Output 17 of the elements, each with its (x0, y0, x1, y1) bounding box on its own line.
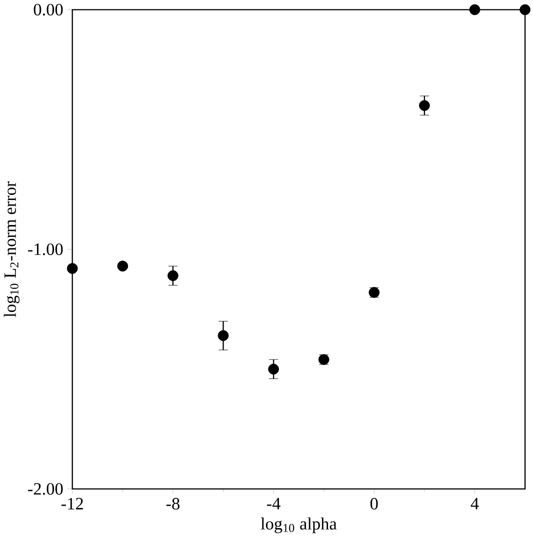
point (167, 270, 178, 282)
point (469, 4, 480, 16)
x-tick-label: 4 (470, 498, 479, 510)
point (418, 100, 430, 111)
x-tick-label: -4 (266, 498, 280, 510)
y-tick-label: -2.00 (28, 483, 62, 495)
x-axis-title: log$_{10}$ alpha (260, 517, 336, 534)
y-tick-label: 0.00 (34, 4, 62, 16)
x-tick-label: -12 (61, 498, 83, 510)
point (218, 330, 228, 341)
point (66, 263, 78, 274)
point (117, 260, 128, 272)
y-tick-label: -1.00 (28, 243, 62, 256)
y-axis-title: log$_{10}$ L$_{2}$-norm error (4, 181, 20, 318)
point (268, 364, 279, 375)
x-tick-label: -8 (166, 498, 180, 510)
x-tick-label: 0 (370, 498, 378, 510)
